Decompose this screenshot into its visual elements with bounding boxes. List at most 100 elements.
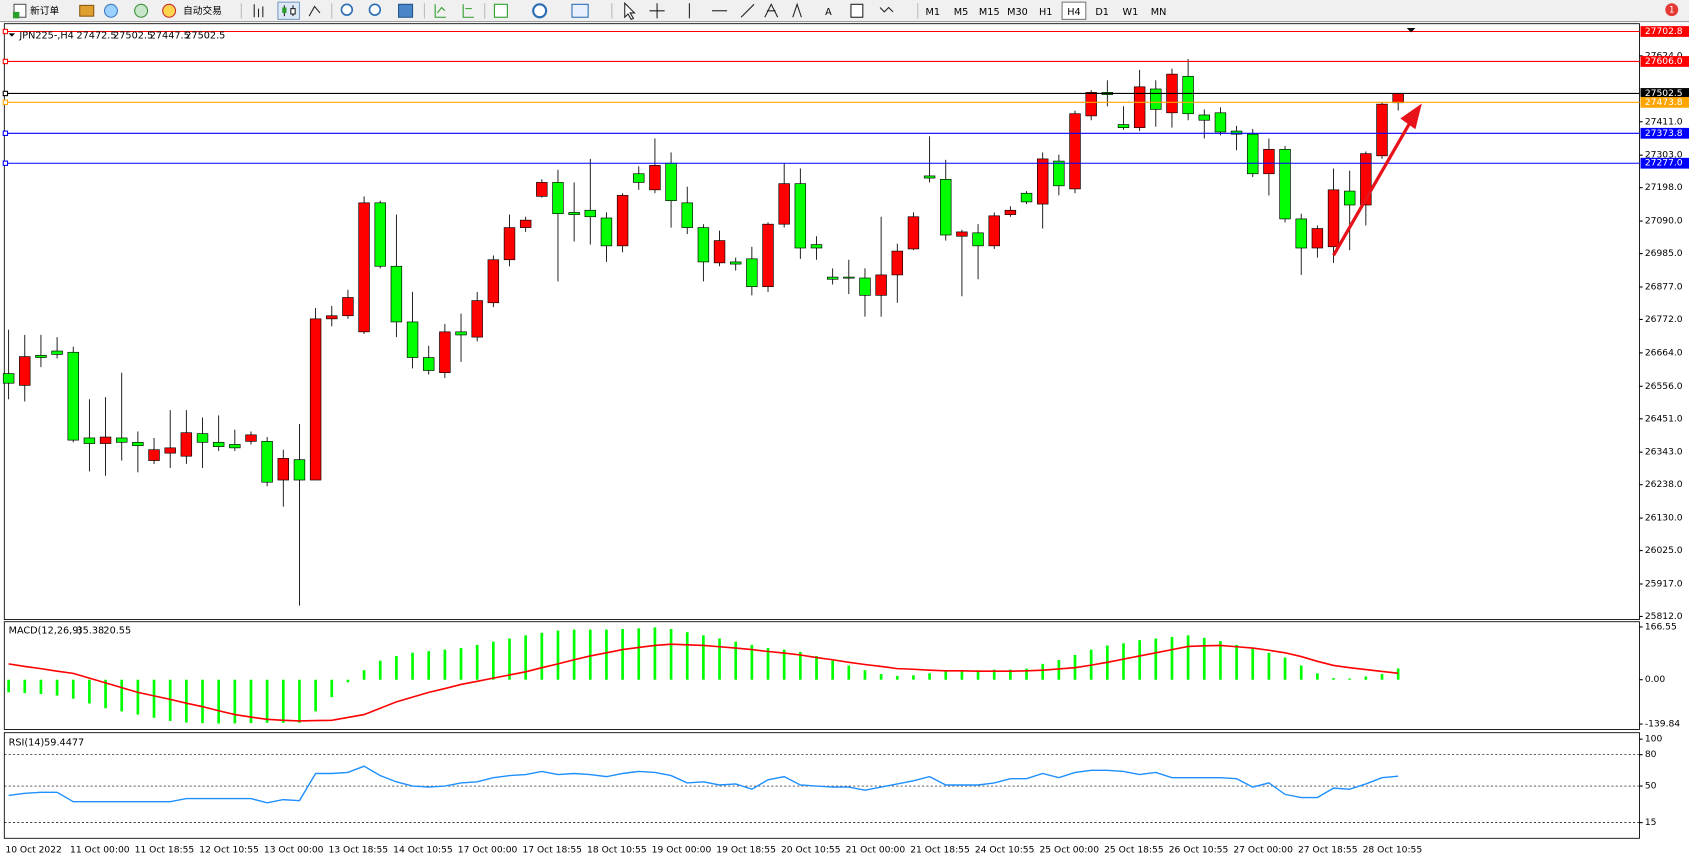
x-tick-label: 21 Oct 00:00 (846, 846, 906, 856)
candle-body (1392, 93, 1404, 104)
candle-body (1036, 158, 1049, 205)
level-handle (2, 90, 9, 97)
ohlc-close: 27502.5 (185, 31, 225, 42)
y-tick-label: 26238.0 (1645, 480, 1683, 490)
icon-metaeditor[interactable] (79, 4, 95, 17)
level-tag-bg (1640, 127, 1689, 139)
level-handle (2, 160, 9, 166)
candle-body (51, 350, 63, 355)
timeframe-button[interactable]: D1 (1095, 7, 1109, 18)
candle-body (810, 244, 823, 249)
candle-body (342, 297, 354, 317)
level-tag-bg (1640, 88, 1689, 99)
timeframe-button[interactable]: H4 (1067, 7, 1080, 18)
macd-panel (3, 621, 1640, 730)
y-tick-label: 27411.0 (1645, 117, 1683, 127)
icon-navigator[interactable] (103, 3, 118, 18)
candle-body (503, 227, 516, 261)
x-tick-label: 26 Oct 10:55 (1169, 846, 1229, 856)
candle-body (649, 165, 661, 191)
icon-candles-active[interactable] (277, 1, 300, 20)
candle-body (455, 331, 467, 336)
x-tick-label: 24 Oct 10:55 (975, 846, 1035, 856)
candle-body (148, 449, 160, 461)
candle-body (729, 261, 742, 265)
symbol-arrow[interactable] (8, 33, 16, 37)
icon-arrows[interactable] (879, 6, 894, 13)
x-tick-label: 21 Oct 18:55 (910, 846, 970, 856)
new-order-icon[interactable] (13, 3, 27, 18)
candle-body (2, 373, 15, 384)
icon-channel[interactable] (764, 3, 779, 18)
icon-text-tool[interactable]: A (825, 7, 832, 18)
y-tick-label: 26451.0 (1645, 414, 1683, 424)
icon-terminal[interactable] (134, 3, 149, 18)
candle-body (681, 202, 693, 228)
macd-title: MACD(12,26,9) (9, 625, 83, 636)
notification-badge[interactable] (1665, 3, 1679, 17)
candle-body (923, 175, 936, 179)
timeframe-button[interactable]: M30 (1007, 7, 1028, 18)
icon-cursor[interactable] (624, 1, 636, 21)
candle-body (794, 183, 807, 249)
candle-body (972, 232, 984, 247)
new-order-button[interactable]: 新订单 (30, 4, 59, 17)
y-tick-label: -139.84 (1645, 720, 1680, 730)
level-tag: 27277.0 (1645, 159, 1683, 169)
rsi-value: 59.4477 (44, 737, 84, 748)
icon-fibo[interactable] (792, 2, 802, 18)
candle-body (1247, 133, 1259, 175)
timeframe-button[interactable]: M5 (954, 7, 969, 18)
x-tick-label: 25 Oct 18:55 (1104, 846, 1164, 856)
icon-autoscroll[interactable] (434, 4, 446, 18)
candle-body (132, 441, 144, 447)
candle-body (390, 265, 403, 323)
candle-body (956, 231, 968, 237)
icon-shift[interactable] (462, 4, 474, 18)
annotation-arrow-head (1400, 103, 1422, 130)
candle-body (261, 441, 273, 483)
ohlc-low: 27447.5 (150, 31, 190, 42)
timeframe-button[interactable]: H1 (1039, 7, 1052, 18)
icon-line-chart[interactable] (308, 5, 321, 17)
auto-trading-button[interactable]: 自动交易 (183, 4, 222, 17)
notification-count: 1 (1669, 6, 1674, 16)
icon-indicators[interactable] (493, 3, 508, 18)
candle-body (713, 240, 726, 264)
auto-trading-icon[interactable] (162, 3, 177, 18)
icon-bars[interactable] (253, 4, 264, 18)
x-tick-label: 13 Oct 00:00 (264, 846, 324, 856)
y-tick-label: 166.55 (1645, 622, 1677, 632)
candle-body (406, 321, 419, 358)
timeframe-button[interactable]: M15 (979, 7, 1000, 18)
y-tick-label: 27303.0 (1645, 151, 1683, 161)
x-tick-label: 11 Oct 00:00 (70, 846, 130, 856)
icon-zoom-out[interactable] (368, 3, 382, 16)
x-tick-label: 27 Oct 18:55 (1298, 846, 1358, 856)
timeframe-button[interactable]: MN (1151, 7, 1167, 18)
candle-body (665, 162, 677, 201)
icon-candle-body (290, 8, 296, 15)
icon-tile[interactable] (398, 3, 414, 18)
icon-templates[interactable] (571, 3, 589, 18)
annotation-arrow (1332, 119, 1413, 257)
icon-zoom-in[interactable] (340, 3, 354, 16)
icon-trendline[interactable] (740, 3, 755, 18)
candle-body (843, 276, 855, 279)
candle-body (358, 202, 370, 333)
icon-crosshair[interactable] (649, 3, 665, 19)
icon-periods[interactable] (532, 3, 548, 19)
price-panel (3, 23, 1640, 620)
new-order-plus (12, 11, 20, 19)
icon-label-tool[interactable] (850, 3, 864, 18)
candle-body (826, 276, 839, 280)
candle-body (940, 178, 952, 236)
timeframe-button[interactable]: M1 (926, 7, 941, 18)
x-tick-label: 25 Oct 00:00 (1039, 846, 1099, 856)
timeframe-button[interactable]: W1 (1123, 7, 1139, 18)
x-tick-label: 11 Oct 18:55 (135, 846, 195, 856)
toolbar (0, 0, 1689, 22)
candle-body (778, 183, 790, 225)
candle-body (988, 215, 1000, 247)
candle-body (439, 331, 451, 374)
